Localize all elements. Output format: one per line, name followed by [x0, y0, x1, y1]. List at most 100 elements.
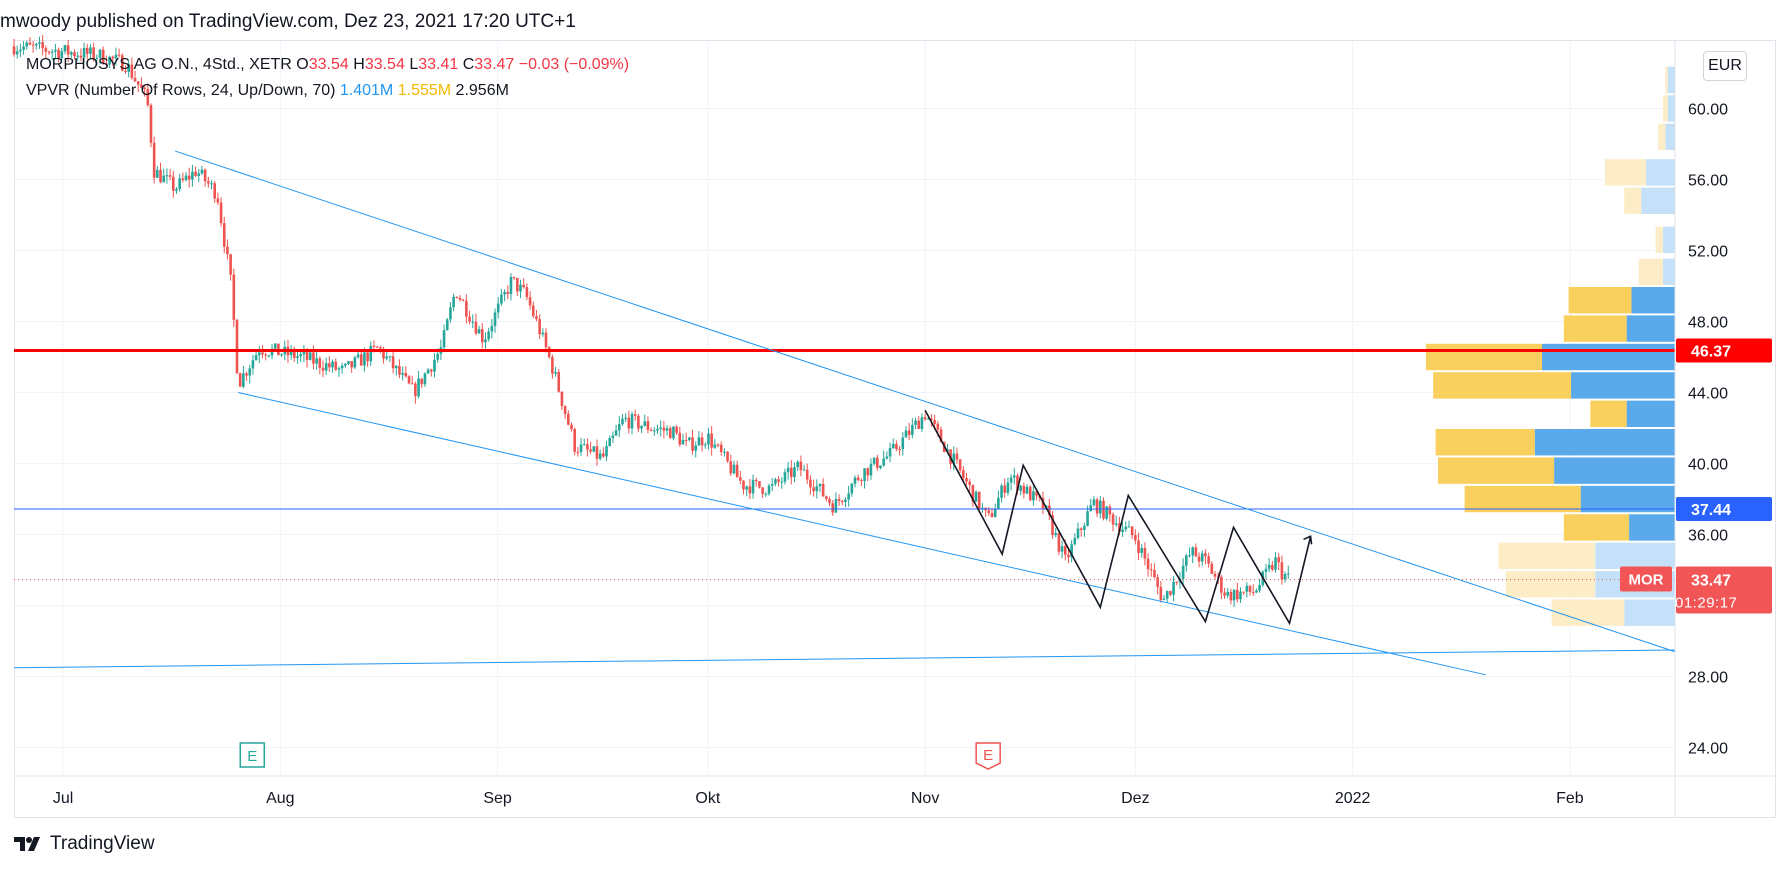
candle-body — [914, 420, 917, 425]
candle-body — [1223, 592, 1226, 596]
candle-body — [344, 363, 347, 366]
candle-body — [541, 332, 545, 335]
candle-body — [789, 467, 793, 478]
candle-body — [802, 469, 806, 471]
candle-body — [216, 198, 220, 203]
candle-body — [1149, 569, 1153, 571]
candle-body — [1137, 540, 1140, 553]
candle-body — [117, 54, 121, 56]
candle-body — [1143, 547, 1147, 559]
candle-body — [1156, 577, 1159, 587]
indicator-name[interactable]: VPVR (Number Of Rows, 24, Up/Down, 70) — [26, 82, 336, 99]
currency-button[interactable]: EUR — [1703, 51, 1747, 81]
candle-body — [187, 175, 191, 180]
candle-body — [426, 369, 430, 374]
candle-body — [143, 87, 146, 89]
candle-body — [1060, 546, 1064, 552]
candle-body — [442, 330, 446, 348]
candle-body — [847, 493, 850, 500]
candle-body — [420, 378, 424, 385]
ohlc-high-label: H — [353, 56, 365, 73]
candle-body — [184, 175, 188, 180]
candle-body — [907, 430, 911, 435]
volume-profile-down-bar — [1665, 66, 1668, 94]
candle-body — [372, 345, 376, 347]
symbol-name[interactable]: MORPHOSYS AG O.N., 4Std., XETR — [26, 56, 292, 73]
candle-body — [401, 372, 404, 375]
volume-profile-up-bar — [1595, 542, 1675, 570]
candle-body — [1111, 514, 1115, 525]
volume-profile-up-bar — [1542, 343, 1675, 371]
candle-body — [312, 352, 315, 364]
zigzag-pattern — [924, 409, 1312, 626]
candle-body — [414, 383, 417, 397]
volume-profile-up-bar — [1662, 258, 1675, 285]
candle-body — [1114, 523, 1118, 525]
candle-body — [254, 355, 258, 361]
candle-body — [1172, 581, 1175, 595]
candle-body — [713, 444, 717, 448]
candle-body — [92, 47, 95, 59]
price-axis-tick-label: 44.00 — [1688, 386, 1728, 403]
candle-body — [1197, 556, 1201, 562]
volume-profile — [1425, 66, 1675, 626]
candle-body — [933, 420, 936, 424]
earnings-marker-frame — [239, 742, 266, 768]
candle-body — [1242, 591, 1245, 593]
candle-body — [1194, 547, 1198, 557]
candle-body — [245, 373, 248, 376]
candle-body — [133, 77, 137, 82]
earnings-marker-icon[interactable]: E — [975, 742, 1001, 770]
candle-body — [1213, 573, 1217, 577]
volume-profile-down-bar — [1464, 485, 1581, 513]
ohlc-high-value: 33.54 — [364, 56, 405, 73]
volume-profile-down-bar — [1425, 343, 1543, 371]
candle-body — [793, 467, 796, 478]
candle-body — [1188, 555, 1191, 557]
candle-body — [1083, 525, 1086, 530]
candle-body — [76, 55, 80, 57]
candle-body — [952, 453, 956, 464]
candle-body — [289, 350, 293, 356]
candle-body — [694, 445, 698, 451]
candle-body — [831, 503, 835, 513]
candle-body — [627, 417, 631, 429]
candle-body — [19, 49, 22, 52]
candle-body — [614, 430, 618, 436]
candle-body — [267, 355, 271, 357]
candle-body — [1108, 506, 1112, 515]
candle-body — [726, 451, 729, 462]
candle-body — [235, 319, 239, 374]
candle-body — [1271, 565, 1274, 570]
candle-body — [363, 352, 366, 366]
candle-body — [898, 449, 901, 451]
candle-body — [25, 42, 29, 47]
candle-body — [1153, 570, 1156, 578]
earnings-marker-icon[interactable]: E — [239, 742, 266, 768]
candle-body — [98, 49, 102, 58]
volume-profile-down-bar — [1590, 400, 1627, 428]
candle-body — [1267, 565, 1271, 569]
candle-body — [477, 329, 481, 334]
time-axis-tick-label: Jul — [53, 790, 73, 807]
volume-profile-up-bar — [1554, 457, 1675, 484]
candle-body — [754, 479, 758, 482]
candle-body — [471, 321, 475, 323]
candle-body — [732, 464, 736, 474]
candle-body — [576, 451, 580, 453]
volume-profile-up-bar — [1667, 95, 1675, 122]
volume-profile-down-bar — [1604, 159, 1646, 186]
candle-body — [573, 429, 576, 452]
candle-body — [407, 376, 411, 384]
volume-profile-up-bar — [1662, 226, 1675, 254]
candle-body — [850, 483, 854, 494]
candle-body — [41, 42, 44, 49]
candle-body — [136, 81, 140, 85]
candle-body — [1239, 591, 1242, 600]
candle-body — [665, 428, 669, 431]
candle-body — [12, 46, 16, 55]
candle-body — [1200, 553, 1204, 562]
candle-body — [764, 493, 768, 495]
candle-body — [675, 426, 678, 433]
